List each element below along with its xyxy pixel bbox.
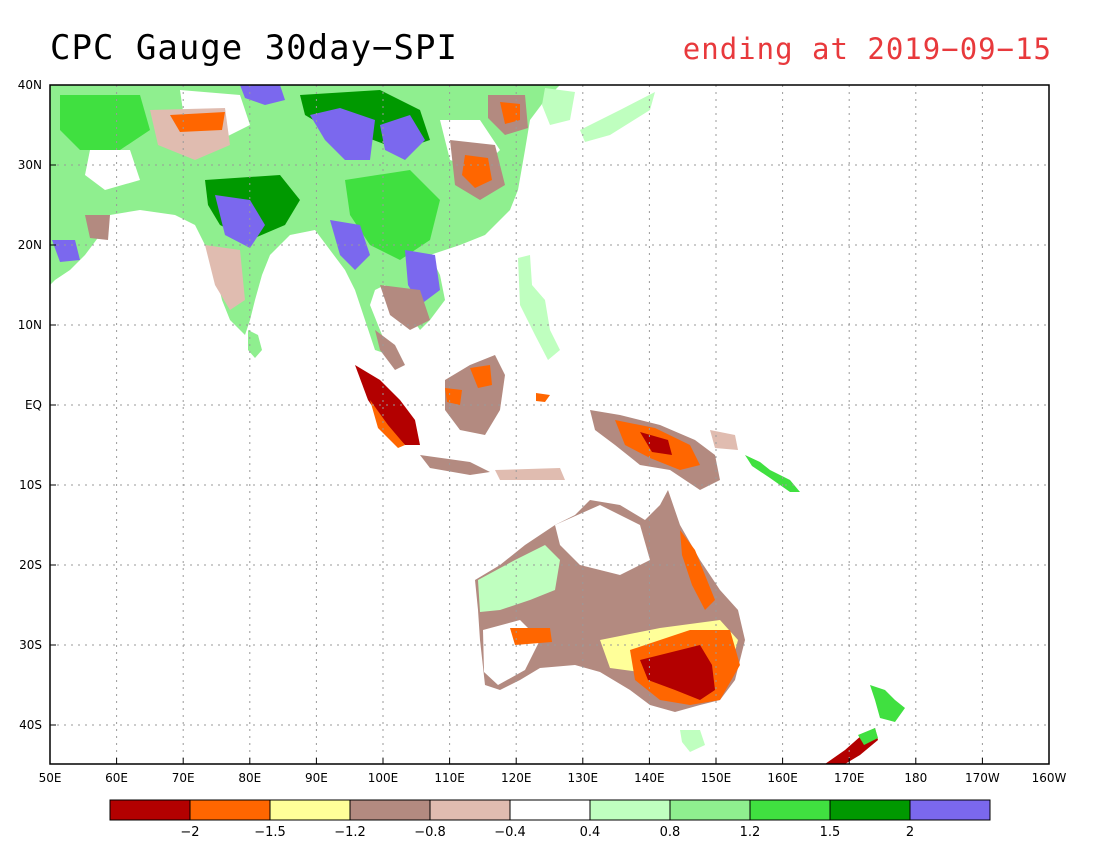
malaya-region bbox=[375, 330, 405, 370]
colorbar-swatch bbox=[109, 799, 191, 821]
bismarck-region bbox=[710, 430, 738, 450]
x-tick-label: 90E bbox=[305, 771, 328, 785]
new-zealand-south-green bbox=[858, 728, 878, 745]
borneo-dry-spot-1 bbox=[470, 365, 492, 388]
lesser-sunda-region bbox=[495, 468, 565, 480]
asia-green-patch-4 bbox=[60, 95, 150, 150]
sulawesi-region bbox=[510, 390, 548, 440]
new-zealand-north-region bbox=[870, 685, 905, 722]
land-fill-layer bbox=[50, 85, 915, 764]
dry-patch-china-2-inner bbox=[500, 102, 520, 124]
x-tick-label: 160E bbox=[767, 771, 798, 785]
normal-patch-asia-2 bbox=[85, 150, 140, 190]
x-tick-label: 110E bbox=[434, 771, 465, 785]
x-axis-labels: 50E 60E 70E 80E 90E 100E 110E 120E 130E … bbox=[39, 771, 1067, 785]
australia-north-normal bbox=[555, 505, 650, 575]
colorbar-swatch bbox=[669, 799, 751, 821]
y-tick-label: EQ bbox=[25, 398, 42, 412]
y-tick-label: 30S bbox=[19, 638, 42, 652]
y-tick-label: 40S bbox=[19, 718, 42, 732]
wet-patch-myanmar bbox=[330, 220, 370, 270]
solomon-islands-region bbox=[745, 455, 800, 492]
australia-west-wet bbox=[478, 545, 560, 612]
colorbar-swatch bbox=[909, 799, 991, 821]
colorbar-swatch bbox=[269, 799, 351, 821]
x-tick-label: 60E bbox=[105, 771, 128, 785]
dry-patch-india-west bbox=[205, 245, 245, 310]
wet-patch-north bbox=[240, 85, 285, 105]
map-subtitle-date: ending at 2019−09−15 bbox=[682, 32, 1052, 66]
dry-patch-china-1-inner bbox=[462, 155, 492, 188]
colorbar-swatch bbox=[189, 799, 271, 821]
new-guinea-severe-core bbox=[640, 432, 672, 455]
colorbar-label: 0.8 bbox=[660, 825, 681, 840]
australia-sw-dry-spot bbox=[510, 628, 552, 645]
colorbar-swatch bbox=[749, 799, 831, 821]
y-tick-label: 40N bbox=[18, 78, 42, 92]
colorbar-swatch bbox=[509, 799, 591, 821]
x-tick-label: 180 bbox=[904, 771, 927, 785]
colorbar-label: 0.4 bbox=[580, 825, 601, 840]
vanuatu-fiji-region bbox=[810, 538, 915, 585]
colorbar-label: −0.8 bbox=[414, 825, 446, 840]
sri-lanka-region bbox=[248, 330, 262, 358]
colorbar-label: −1.2 bbox=[334, 825, 366, 840]
tasmania-region bbox=[680, 730, 705, 752]
x-tick-label: 170W bbox=[965, 771, 1000, 785]
x-tick-label: 80E bbox=[238, 771, 261, 785]
colorbar-label: −1.5 bbox=[254, 825, 286, 840]
y-tick-label: 10N bbox=[18, 318, 42, 332]
colorbar-label: −2 bbox=[180, 825, 199, 840]
map-title: CPC Gauge 30day−SPI bbox=[50, 28, 458, 68]
colorbar-label: −0.4 bbox=[494, 825, 526, 840]
asia-dark-green-patch-3 bbox=[345, 170, 440, 260]
x-tick-label: 50E bbox=[39, 771, 62, 785]
dry-patch-arabia bbox=[85, 215, 110, 240]
japan-korea-region bbox=[542, 88, 655, 142]
java-region bbox=[420, 455, 490, 475]
australia-se-severe bbox=[640, 645, 715, 700]
wet-patch-china bbox=[380, 115, 425, 160]
y-tick-label: 30N bbox=[18, 158, 42, 172]
x-tick-label: 100E bbox=[368, 771, 399, 785]
colorbar-label: 1.5 bbox=[820, 825, 841, 840]
y-tick-label: 10S bbox=[19, 478, 42, 492]
x-tick-label: 130E bbox=[568, 771, 599, 785]
colorbar-swatch bbox=[349, 799, 431, 821]
colorbar-swatch bbox=[429, 799, 511, 821]
map-frame bbox=[49, 84, 1050, 765]
colorbar-label: 1.2 bbox=[740, 825, 761, 840]
x-tick-label: 70E bbox=[172, 771, 195, 785]
sulawesi-dry-spot bbox=[536, 393, 550, 402]
x-tick-label: 170E bbox=[834, 771, 865, 785]
x-tick-label: 150E bbox=[701, 771, 732, 785]
colorbar-swatch bbox=[589, 799, 671, 821]
dry-patch-indochina bbox=[380, 285, 430, 330]
gridlines bbox=[50, 85, 1049, 764]
wet-patch-india bbox=[215, 195, 265, 248]
y-axis-labels: 40N 30N 20N 10N EQ 10S 20S 30S 40S bbox=[18, 78, 42, 732]
philippines-region bbox=[518, 255, 560, 360]
colorbar-swatch bbox=[829, 799, 911, 821]
colorbar: −2 −1.5 −1.2 −0.8 −0.4 0.4 0.8 1.2 1.5 2 bbox=[109, 799, 991, 840]
wet-patch-tibet bbox=[310, 108, 375, 160]
x-tick-label: 140E bbox=[634, 771, 665, 785]
dry-patch-central-asia-inner bbox=[170, 112, 225, 132]
y-tick-label: 20N bbox=[18, 238, 42, 252]
colorbar-label: 2 bbox=[906, 825, 914, 840]
x-tick-label: 120E bbox=[501, 771, 532, 785]
frame-ticks bbox=[50, 164, 983, 764]
x-tick-label: 160W bbox=[1032, 771, 1067, 785]
sumatra-region-margin bbox=[370, 400, 405, 448]
australia-east-coast-dry bbox=[680, 530, 715, 610]
y-tick-label: 20S bbox=[19, 558, 42, 572]
